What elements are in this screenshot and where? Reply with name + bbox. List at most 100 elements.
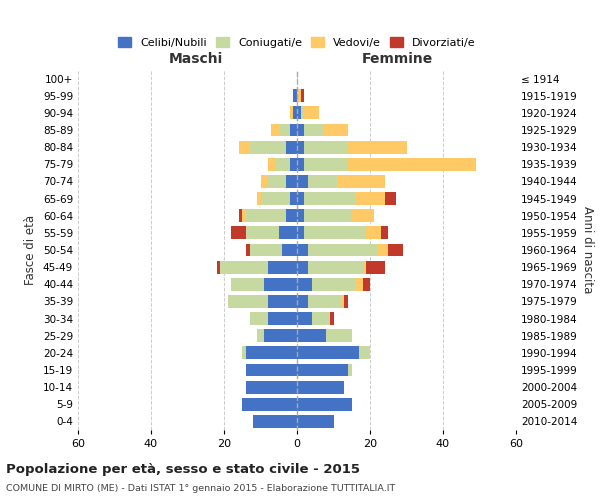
Bar [242, 398, 297, 410]
Bar [279, 124, 290, 136]
Bar [367, 260, 385, 274]
Bar [308, 244, 377, 256]
Bar [286, 210, 297, 222]
Bar [297, 415, 334, 428]
Bar [217, 260, 220, 274]
Bar [297, 346, 359, 360]
Bar [304, 226, 367, 239]
Bar [297, 90, 301, 102]
Bar [290, 192, 297, 205]
Bar [297, 192, 304, 205]
Bar [246, 210, 286, 222]
Bar [257, 330, 264, 342]
Bar [260, 192, 290, 205]
Bar [304, 124, 323, 136]
Bar [239, 140, 250, 153]
Text: Maschi: Maschi [169, 52, 223, 66]
Bar [304, 210, 352, 222]
Bar [308, 295, 341, 308]
Bar [297, 380, 344, 394]
Bar [260, 175, 268, 188]
Text: Femmine: Femmine [362, 52, 433, 66]
Bar [348, 158, 476, 170]
Bar [290, 106, 293, 120]
Text: COMUNE DI MIRTO (ME) - Dati ISTAT 1° gennaio 2015 - Elaborazione TUTTITALIA.IT: COMUNE DI MIRTO (ME) - Dati ISTAT 1° gen… [6, 484, 395, 493]
Bar [297, 398, 352, 410]
Bar [297, 106, 301, 120]
Bar [246, 380, 297, 394]
Bar [297, 124, 304, 136]
Bar [362, 278, 370, 290]
Bar [250, 312, 268, 325]
Bar [311, 312, 330, 325]
Bar [297, 260, 308, 274]
Bar [246, 244, 250, 256]
Bar [268, 312, 297, 325]
Bar [304, 192, 355, 205]
Bar [377, 244, 388, 256]
Bar [232, 226, 246, 239]
Bar [304, 106, 319, 120]
Bar [297, 175, 308, 188]
Bar [250, 140, 286, 153]
Y-axis label: Anni di nascita: Anni di nascita [581, 206, 594, 294]
Bar [286, 175, 297, 188]
Bar [323, 124, 348, 136]
Text: Popolazione per età, sesso e stato civile - 2015: Popolazione per età, sesso e stato civil… [6, 462, 360, 475]
Bar [297, 226, 304, 239]
Bar [355, 278, 362, 290]
Bar [359, 346, 370, 360]
Bar [304, 158, 348, 170]
Bar [362, 260, 367, 274]
Bar [232, 278, 264, 290]
Bar [301, 106, 304, 120]
Bar [268, 260, 297, 274]
Bar [275, 158, 290, 170]
Bar [297, 295, 308, 308]
Bar [246, 364, 297, 376]
Bar [297, 158, 304, 170]
Bar [297, 244, 308, 256]
Bar [293, 90, 297, 102]
Bar [268, 295, 297, 308]
Bar [268, 158, 275, 170]
Bar [286, 140, 297, 153]
Bar [297, 364, 348, 376]
Bar [264, 278, 297, 290]
Bar [253, 415, 297, 428]
Bar [311, 278, 355, 290]
Bar [381, 226, 388, 239]
Bar [268, 175, 286, 188]
Bar [297, 312, 311, 325]
Bar [271, 124, 279, 136]
Bar [227, 295, 268, 308]
Bar [337, 175, 385, 188]
Bar [341, 295, 344, 308]
Bar [388, 244, 403, 256]
Bar [385, 192, 395, 205]
Bar [367, 226, 381, 239]
Bar [220, 260, 268, 274]
Bar [297, 140, 304, 153]
Bar [239, 210, 242, 222]
Bar [246, 226, 279, 239]
Y-axis label: Fasce di età: Fasce di età [25, 215, 37, 285]
Bar [293, 106, 297, 120]
Bar [242, 346, 246, 360]
Bar [242, 210, 246, 222]
Bar [257, 192, 260, 205]
Bar [297, 278, 311, 290]
Bar [290, 158, 297, 170]
Bar [250, 244, 283, 256]
Bar [279, 226, 297, 239]
Bar [352, 210, 374, 222]
Bar [297, 210, 304, 222]
Bar [283, 244, 297, 256]
Bar [264, 330, 297, 342]
Bar [326, 330, 352, 342]
Bar [344, 295, 348, 308]
Bar [330, 312, 334, 325]
Bar [348, 364, 352, 376]
Bar [355, 192, 385, 205]
Bar [304, 140, 348, 153]
